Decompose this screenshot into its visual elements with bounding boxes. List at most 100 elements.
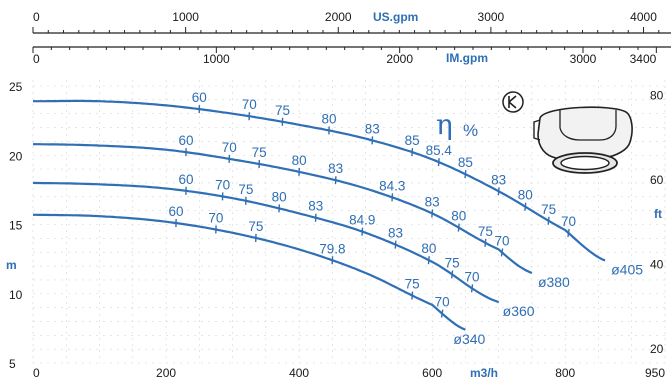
impeller-diameter-label: ø340 [453,331,485,347]
impeller-diameter-label: ø405 [611,262,643,278]
us-gpm-axis-label: US.gpm [373,10,418,24]
efficiency-tick [411,291,414,300]
flow-m3h-tick-label: 950 [645,366,665,380]
efficiency-tick [567,228,570,238]
head-ft-tick-label: 40 [650,257,664,271]
efficiency-label: 85 [458,155,473,170]
efficiency-label: 84.9 [349,213,375,228]
efficiency-tick [497,187,500,196]
efficiency-label: 80 [292,153,307,168]
im-gpm-axis: IM.gpm 0 1000 2000 3000 3400 [32,46,671,66]
efficiency-tick [457,223,460,232]
im-gpm-tick-label: 1000 [203,52,230,66]
efficiency-label: 83 [308,199,323,214]
pump-badge-glyph-icon [508,95,517,109]
efficiency-label: 83 [425,194,440,209]
pump-volute-rib-icon [559,110,617,141]
efficiency-label: 85.4 [426,143,453,158]
us-gpm-tick-label: 4000 [630,10,657,24]
efficiency-tick [500,248,504,257]
head-ft-tick-label: 20 [650,342,664,356]
flow-m3h-axis-label: m3/h [470,366,498,380]
efficiency-tick [470,284,474,293]
efficiency-tick [394,240,397,249]
efficiency-label: 83 [388,226,403,241]
head-ft-axis-label: ft [654,207,662,221]
efficiency-tick [440,309,444,318]
im-gpm-tick-label: 2000 [386,52,413,66]
efficiency-label: 70 [494,233,509,248]
us-gpm-axis: US.gpm 0 1000 2000 3000 4000 [32,10,671,34]
head-ft-tick-label: 80 [650,89,664,103]
im-gpm-tick-label: 0 [33,52,40,66]
pump-badge-icon [502,91,524,113]
efficiency-label: 70 [215,177,230,192]
pump-casing-icon [502,91,633,174]
efficiency-label: 70 [465,269,480,284]
impeller-curve-line [33,99,606,262]
efficiency-tick [524,202,527,211]
efficiency-label: 80 [272,189,287,204]
head-m-tick-label: 10 [9,288,23,302]
efficiency-label: 70 [435,295,450,310]
efficiency-tick [427,256,430,265]
efficiency-label: 70 [208,211,223,226]
efficiency-tick [484,238,487,247]
pump-volute-icon [537,106,633,159]
flow-m3h-tick-label: 800 [555,366,575,380]
impeller-curve-line [32,181,500,304]
efficiency-tick [431,209,434,218]
im-gpm-tick-label: 3000 [570,52,597,66]
flow-m3h-tick-label: 200 [156,366,176,380]
head-m-tick-label: 20 [9,149,23,163]
efficiency-label: 83 [491,172,506,187]
efficiency-label: 79.8 [319,241,345,256]
efficiency-tick [547,216,550,225]
efficiency-label: 75 [405,277,420,292]
pump-outlet-icon [533,119,541,141]
us-gpm-tick-label: 2000 [325,10,352,24]
us-gpm-tick-label: 3000 [478,10,505,24]
efficiency-tick [450,270,454,279]
head-m-axis-label: m [6,258,17,272]
impeller-curve-line [33,213,466,331]
efficiency-label: 70 [561,214,576,229]
impeller-diameter-label: ø360 [503,303,535,319]
efficiency-symbol: η [436,108,453,141]
flow-m3h-axis: m3/h 0 200 400 600 800 950 [33,366,665,380]
im-gpm-tick-label: 3400 [630,52,657,66]
flow-m3h-tick-label: 400 [289,366,309,380]
head-m-tick-label: 5 [9,357,16,371]
efficiency-label: 75 [478,224,493,239]
head-m-tick-label: 25 [9,80,23,94]
flow-m3h-tick-label: 600 [422,366,442,380]
efficiency-label: 70 [222,140,237,155]
im-gpm-axis-label: IM.gpm [446,51,488,65]
impeller-diameter-label: ø380 [538,274,570,290]
efficiency-unit: % [463,121,478,140]
efficiency-label: 75 [252,145,267,160]
efficiency-label: 84.3 [379,178,405,193]
head-m-axis: m 5 10 15 20 25 [6,80,23,371]
flow-m3h-tick-label: 0 [33,366,40,380]
efficiency-label: 83 [328,161,343,176]
impeller-curve-line [33,143,533,275]
efficiency-label: 75 [238,182,253,197]
efficiency-label: 70 [242,97,257,112]
efficiency-label: 83 [365,121,380,136]
head-ft-tick-label: 60 [650,173,664,187]
efficiency-label: 75 [445,255,460,270]
efficiency-label: 75 [248,219,263,234]
efficiency-label: 75 [275,103,290,118]
head-ft-axis: ft 20 40 60 80 [650,89,664,356]
efficiency-tick [464,170,467,179]
efficiency-label: 60 [169,204,184,219]
efficiency-label: 60 [178,133,193,148]
efficiency-label: 80 [421,241,436,256]
pump-inlet-ring-inner-icon [560,155,610,171]
efficiency-label: 60 [178,172,193,187]
us-gpm-tick-label: 1000 [172,10,199,24]
us-gpm-tick-label: 0 [33,10,40,24]
